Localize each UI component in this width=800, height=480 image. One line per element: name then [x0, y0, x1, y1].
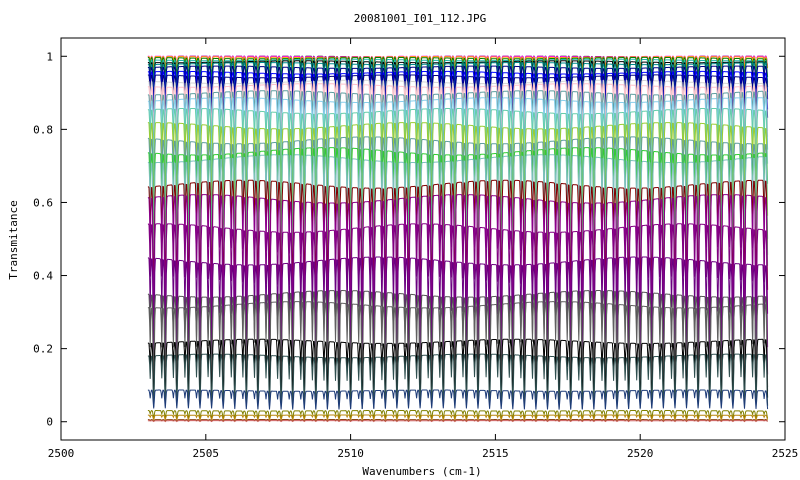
- series-line: [147, 256, 769, 375]
- y-axis-label: Transmitance: [7, 200, 20, 279]
- series-line: [147, 223, 769, 350]
- y-tick-label: 0.8: [33, 123, 53, 136]
- x-axis-label: Wavenumbers (cm-1): [362, 465, 481, 478]
- x-tick-label: 2500: [48, 447, 75, 460]
- y-tick-label: 0.4: [33, 270, 53, 283]
- chart-title: 20081001_I01_112.JPG: [354, 12, 486, 25]
- series-line: [147, 420, 768, 422]
- plot-frame: [60, 37, 786, 441]
- series-line: [147, 154, 769, 273]
- series-line: [147, 353, 769, 410]
- series-line: [147, 410, 769, 419]
- y-tick-label: 1: [46, 50, 53, 63]
- y-tick-label: 0: [46, 416, 53, 429]
- y-tick-label: 0.6: [33, 196, 53, 209]
- x-tick-label: 2520: [627, 447, 654, 460]
- x-tick-label: 2510: [337, 447, 364, 460]
- series-line: [147, 414, 769, 422]
- series-line: [147, 301, 769, 396]
- series-line: [147, 194, 769, 321]
- axis-ticks: 2500 2505 2510 2515 2520 2525 0 0.2 0.4 0.6 0.8 1: [33, 38, 798, 460]
- y-tick-label: 0.2: [33, 343, 53, 356]
- x-tick-label: 2515: [482, 447, 509, 460]
- series-line: [147, 418, 768, 423]
- x-tick-label: 2525: [772, 447, 799, 460]
- plot-area: [147, 55, 769, 423]
- x-tick-label: 2505: [193, 447, 220, 460]
- series-line: [147, 389, 769, 410]
